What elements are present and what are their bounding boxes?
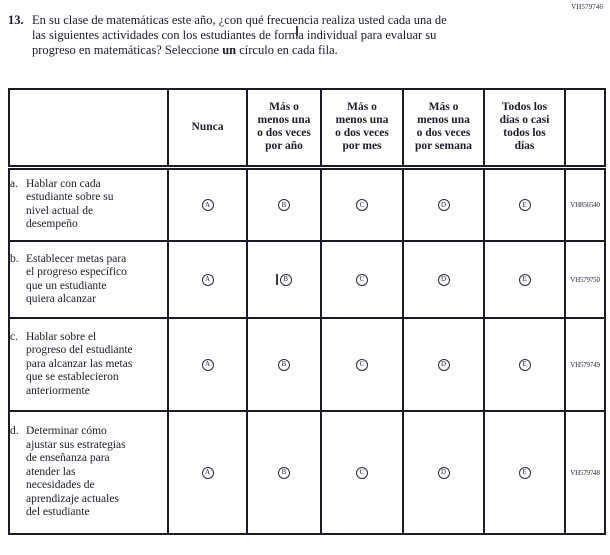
option-bubble-e[interactable]: E [518,273,531,286]
option-bubble-d[interactable]: D [437,273,450,286]
question-text: En su clase de matemáticas este año, ¿co… [32,13,447,58]
header-code-column [564,88,606,170]
row-c-cell-todos: E [483,317,566,412]
header-por-ano: Más o menos una o dos veces por año [246,88,322,170]
row-c-cell-nunca: A [167,317,248,412]
row-c-cell-por-ano: B [246,317,322,412]
header-nunca: Nunca [167,88,248,170]
option-bubble-b[interactable]: B [278,466,290,479]
option-bubble-e[interactable]: E [518,199,531,212]
text-cursor-icon [296,26,298,36]
row-a-cell-todos: E [483,166,566,242]
question-text-part1: En su clase de matemáticas este año, ¿co… [32,13,447,57]
option-bubble-e[interactable]: E [518,466,531,479]
header-stem [8,88,169,170]
row-c-letter: c. [10,330,18,343]
row-c-stem: c. Hablar sobre el progreso del estudian… [8,317,169,412]
option-bubble-a[interactable]: A [201,466,214,479]
option-bubble-c[interactable]: C [356,273,368,286]
row-a-cell-por-mes: C [320,166,404,242]
page-code: VH579746 [571,3,603,11]
row-a-cell-nunca: A [167,166,248,242]
row-b-cell-todos: E [483,240,566,319]
row-b-cell-por-ano: B [246,240,322,319]
option-bubble-d[interactable]: D [437,466,450,479]
header-row: Nunca Más o menos una o dos veces por añ… [8,88,606,170]
row-a-stem: a. Hablar con cada estudiante sobre su n… [8,166,169,242]
option-bubble-d[interactable]: D [437,358,450,371]
row-b-cell-por-semana: D [402,240,485,319]
row-c-cell-por-mes: C [320,317,404,412]
question-bold-word: un [222,43,237,57]
item-code: VH579750 [564,240,606,319]
question-block: 13. En su clase de matemáticas este año,… [8,13,553,58]
text-cursor-icon [276,274,278,286]
header-todos-los-dias: Todos los días o casi todos los días [483,88,566,170]
row-a-cell-por-semana: D [402,166,485,242]
row-d-stem: d. Determinar cómo ajustar sus estrategi… [8,410,169,535]
option-bubble-c[interactable]: C [356,358,368,371]
option-bubble-b[interactable]: B [278,358,290,371]
row-b-letter: b. [10,252,19,265]
question-text-part2: círculo en cada fila. [236,43,338,57]
row-d-cell-por-mes: C [320,410,404,535]
option-bubble-d[interactable]: D [437,199,450,212]
option-bubble-e[interactable]: E [518,358,531,371]
item-code: VH579748 [564,410,606,535]
row-d-cell-por-ano: B [246,410,322,535]
row-d-cell-todos: E [483,410,566,535]
row-b-stem: b. Establecer metas para el progreso esp… [8,240,169,319]
row-a-cell-por-ano: B [246,166,322,242]
option-bubble-b[interactable]: B [279,273,292,286]
item-code: VH856540 [564,166,606,242]
table-row-a: a. Hablar con cada estudiante sobre su n… [8,166,606,242]
option-bubble-a[interactable]: A [201,273,214,286]
option-bubble-c[interactable]: C [356,466,368,479]
row-b-cell-por-mes: C [320,240,404,319]
row-a-label: Hablar con cada estudiante sobre su nive… [26,177,114,231]
option-bubble-c[interactable]: C [356,199,368,212]
table-row-b: b. Establecer metas para el progreso esp… [8,240,606,319]
question-number: 13. [8,13,24,27]
frequency-table: Nunca Más o menos una o dos veces por añ… [8,88,606,535]
row-c-label: Hablar sobre el progreso del estudiante … [26,330,133,397]
option-bubble-a[interactable]: A [201,358,214,371]
row-b-label: Establecer metas para el progreso especí… [26,252,127,306]
row-d-cell-por-semana: D [402,410,485,535]
option-bubble-a[interactable]: A [201,199,214,212]
row-b-cell-nunca: A [167,240,248,319]
row-c-cell-por-semana: D [402,317,485,412]
row-d-cell-nunca: A [167,410,248,535]
row-d-label: Determinar cómo ajustar sus estrategias … [26,425,126,519]
table-row-d: d. Determinar cómo ajustar sus estrategi… [8,410,606,535]
item-code: VH579749 [564,317,606,412]
row-a-letter: a. [10,177,18,190]
option-bubble-b[interactable]: B [278,199,290,212]
header-por-mes: Más o menos una o dos veces por mes [320,88,404,170]
header-por-semana: Más o menos una o dos veces por semana [402,88,485,170]
table-row-c: c. Hablar sobre el progreso del estudian… [8,317,606,412]
row-d-letter: d. [10,425,19,438]
